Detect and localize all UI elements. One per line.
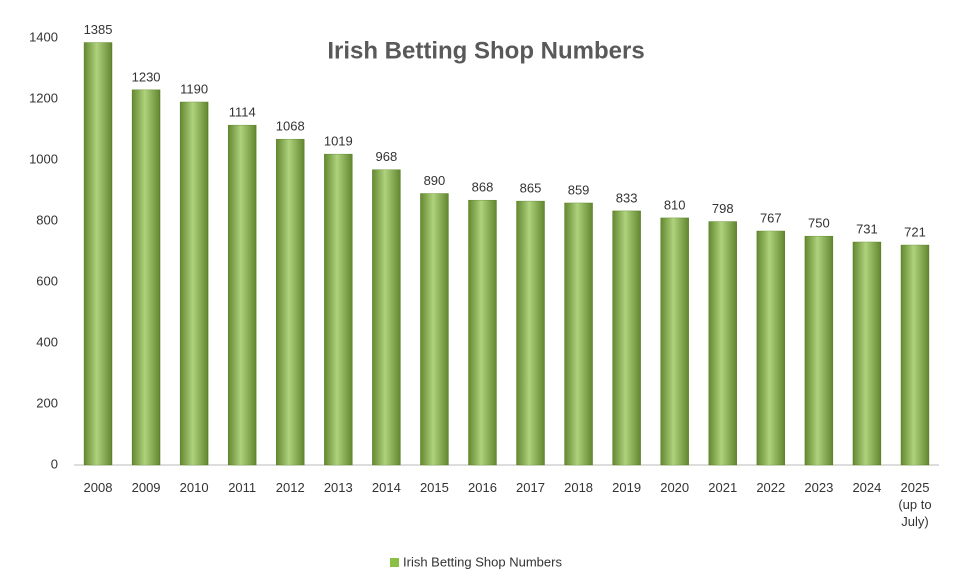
x-tick-label: 2020 bbox=[660, 480, 690, 495]
x-tick-label: 2023 bbox=[804, 480, 834, 495]
x-tick-label: 2021 bbox=[708, 480, 738, 495]
bar bbox=[900, 244, 930, 466]
value-label: 868 bbox=[472, 180, 494, 195]
y-tick-label: 400 bbox=[36, 334, 58, 349]
x-tick-label: 2016 bbox=[468, 480, 497, 495]
x-tick-label: 2008 bbox=[83, 480, 113, 495]
chart-title: Irish Betting Shop Numbers bbox=[327, 37, 644, 64]
legend-swatch bbox=[390, 558, 399, 567]
bar bbox=[372, 169, 401, 466]
bar bbox=[660, 217, 689, 466]
x-tick-label: 2017 bbox=[516, 480, 545, 495]
y-tick-label: 0 bbox=[51, 456, 58, 471]
bar bbox=[612, 210, 641, 466]
bar bbox=[420, 193, 449, 466]
x-tick-label: 2018 bbox=[564, 480, 594, 495]
x-tick-label: 2015 bbox=[419, 480, 449, 495]
value-label: 1385 bbox=[84, 22, 113, 37]
value-label: 1019 bbox=[324, 134, 353, 149]
bar bbox=[804, 235, 834, 466]
x-tick-label: 2014 bbox=[371, 480, 401, 495]
bar bbox=[324, 153, 353, 466]
x-tick-label: 2024 bbox=[852, 480, 882, 495]
value-label: 968 bbox=[376, 149, 398, 164]
value-label: 865 bbox=[520, 181, 542, 196]
value-label: 721 bbox=[904, 225, 926, 240]
legend-label: Irish Betting Shop Numbers bbox=[403, 554, 562, 569]
bar bbox=[708, 221, 737, 466]
value-label: 890 bbox=[424, 173, 446, 188]
bar bbox=[468, 199, 497, 466]
x-tick-label: 2013 bbox=[323, 480, 353, 495]
bar bbox=[179, 101, 209, 466]
y-tick-label: 800 bbox=[36, 212, 58, 227]
value-label: 1190 bbox=[180, 81, 208, 96]
bar bbox=[756, 230, 786, 466]
x-tick-label: 2019 bbox=[612, 480, 642, 495]
value-label: 750 bbox=[808, 216, 830, 231]
y-tick-label: 1000 bbox=[29, 151, 58, 166]
y-tick-label: 1400 bbox=[29, 29, 58, 44]
value-label: 731 bbox=[856, 221, 878, 236]
y-tick-label: 600 bbox=[36, 273, 58, 288]
x-tick-label: 2011 bbox=[228, 480, 257, 495]
x-tick-label: 2022 bbox=[756, 480, 786, 495]
y-tick-label: 1200 bbox=[29, 90, 58, 105]
value-label: 810 bbox=[664, 197, 686, 212]
value-label: 767 bbox=[760, 211, 782, 226]
bar bbox=[227, 124, 257, 466]
bar bbox=[564, 202, 593, 466]
x-tick-label: 2025 (up to July) bbox=[898, 480, 932, 529]
value-label: 1230 bbox=[132, 69, 161, 84]
bar bbox=[276, 138, 305, 466]
bar bbox=[83, 42, 113, 466]
x-tick-label: 2012 bbox=[275, 480, 305, 495]
x-tick-label: 2009 bbox=[131, 480, 161, 495]
x-tick-label: 2010 bbox=[179, 480, 209, 495]
bar bbox=[131, 89, 161, 466]
value-label: 1068 bbox=[276, 119, 305, 134]
value-label: 859 bbox=[568, 182, 590, 197]
value-label: 1114 bbox=[229, 105, 256, 120]
y-tick-label: 200 bbox=[36, 395, 58, 410]
value-label: 833 bbox=[616, 190, 638, 205]
bar bbox=[516, 200, 545, 466]
value-label: 798 bbox=[712, 201, 734, 216]
bar bbox=[852, 241, 882, 466]
